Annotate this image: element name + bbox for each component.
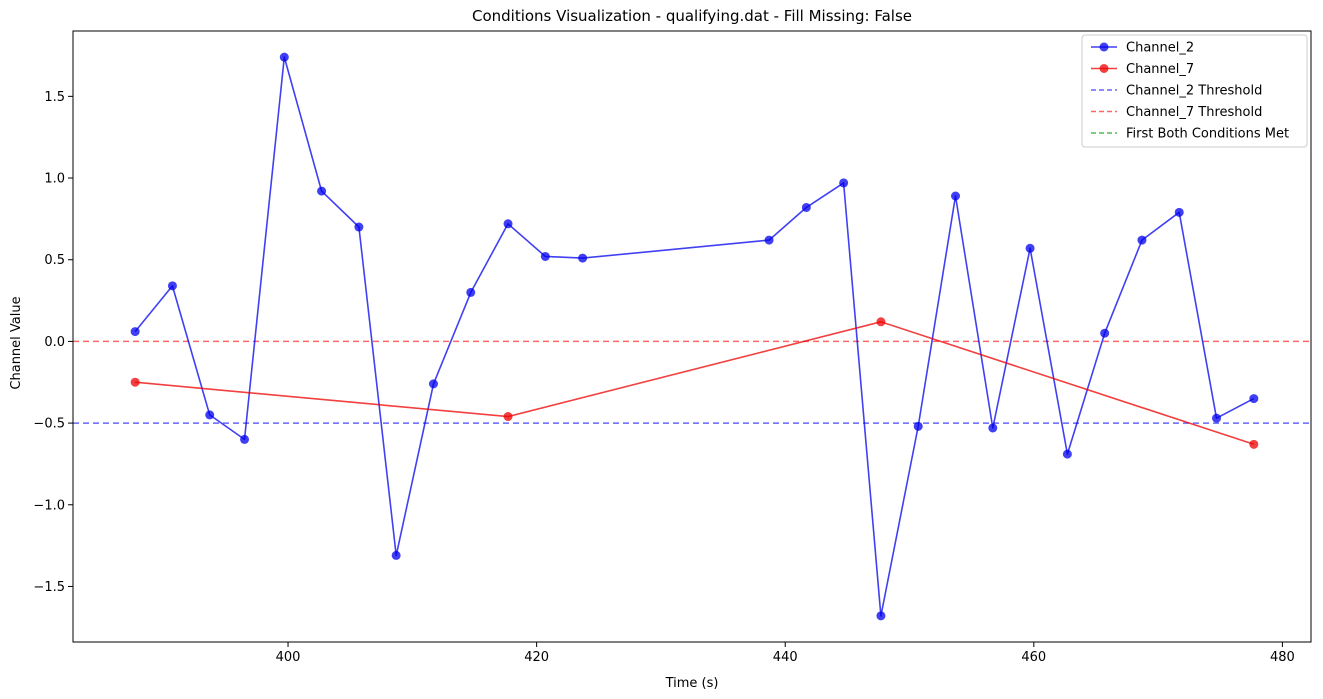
x-axis: 400 420 440 460 480: [276, 642, 1295, 665]
legend-label: First Both Conditions Met: [1126, 127, 1289, 142]
chart-title: Conditions Visualization - qualifying.da…: [472, 7, 912, 25]
y-tick-label: −0.5: [33, 417, 65, 432]
series-0-point: [1100, 328, 1110, 338]
series-line-1: [135, 320, 1255, 446]
y-tick-label: 1.5: [44, 90, 65, 105]
series-0-point: [988, 423, 998, 433]
x-axis-label: Time (s): [665, 676, 719, 691]
legend-marker: [1099, 42, 1109, 52]
series-0-point: [1137, 235, 1147, 245]
series-0-point: [764, 235, 774, 245]
series-0-point: [317, 186, 327, 196]
series-0-point: [839, 178, 849, 188]
axes-frame: [72, 30, 1312, 643]
legend-label: Channel_7 Threshold: [1126, 105, 1262, 120]
legend: Channel_2 Channel_7 Channel_2 Threshold Cha…: [1081, 34, 1308, 148]
series-1-point: [503, 412, 513, 422]
x-tick-label: 400: [276, 650, 301, 665]
series-0-point: [205, 410, 215, 420]
series-1-point: [130, 377, 140, 387]
series-0-point: [951, 191, 961, 201]
legend-marker: [1099, 64, 1109, 73]
x-tick-label: 460: [1021, 650, 1046, 665]
series-0-point: [801, 202, 811, 212]
plot-area: [73, 52, 1311, 621]
legend-label: Channel_7: [1126, 62, 1194, 77]
series-0-point: [876, 611, 886, 621]
y-axis: −1.5 −1.0 −0.5 0.0 0.5 1.0 1.5: [33, 90, 73, 595]
series-0-point: [130, 327, 140, 337]
y-tick-label: 0.5: [44, 253, 65, 268]
y-tick-label: −1.0: [33, 498, 65, 513]
y-tick-label: −1.5: [33, 580, 65, 595]
series-0-point: [503, 219, 513, 229]
series-1-point: [1249, 439, 1259, 449]
series-0-point: [466, 287, 476, 297]
y-tick-label: 0.0: [44, 335, 65, 350]
series-1-point: [876, 317, 886, 327]
series-0-point: [1174, 207, 1184, 217]
series-0-point: [240, 434, 250, 444]
legend-box: [1081, 34, 1308, 148]
series-0-point: [391, 550, 401, 560]
x-tick-label: 420: [524, 650, 549, 665]
series-0-point: [1062, 449, 1072, 459]
series-0-point: [1025, 243, 1035, 253]
series-0-point: [354, 222, 364, 232]
x-tick-label: 440: [773, 650, 798, 665]
y-tick-label: 1.0: [44, 172, 65, 187]
legend-label: Channel_2: [1126, 41, 1194, 56]
series-0-point: [167, 281, 177, 291]
series-0-point: [913, 421, 923, 431]
series-0-point: [578, 253, 588, 263]
y-axis-label: Channel Value: [9, 296, 24, 389]
series-0-point: [1249, 394, 1259, 404]
x-tick-label: 480: [1270, 650, 1295, 665]
legend-label: Channel_2 Threshold: [1126, 84, 1262, 99]
series-0-point: [1212, 413, 1222, 423]
series-0-point: [428, 379, 438, 389]
series-0-point: [279, 52, 289, 62]
series-0-point: [540, 251, 550, 261]
